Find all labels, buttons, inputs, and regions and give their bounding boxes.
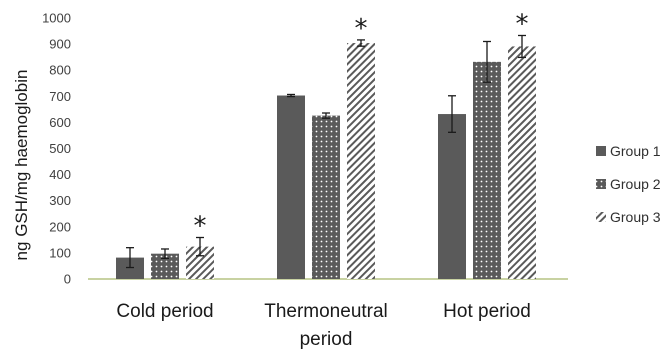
- legend-swatch: [596, 179, 606, 189]
- y-tick-label: 700: [49, 89, 71, 104]
- y-tick-label: 0: [64, 272, 71, 287]
- y-tick-label: 300: [49, 193, 71, 208]
- legend-swatch: [596, 212, 606, 222]
- legend: Group 1 Group 2 Group 3: [596, 143, 661, 225]
- y-axis-title: ng GSH/mg haemoglobin: [12, 70, 31, 261]
- legend-label: Group 2: [610, 176, 661, 192]
- y-tick-label: 400: [49, 167, 71, 182]
- y-tick-label: 200: [49, 219, 71, 234]
- significance-marker: *: [516, 9, 529, 39]
- error-bars-layer: [126, 34, 526, 269]
- legend-swatch: [596, 146, 606, 156]
- bar: [312, 115, 340, 279]
- y-tick-label: 100: [49, 245, 71, 260]
- x-tick-label: Hot period: [443, 301, 531, 322]
- labels-layer: * Cold period * Thermoneutral period * Hot per…: [116, 9, 530, 350]
- y-tick-label: 600: [49, 115, 71, 130]
- y-tick-label: 1000: [42, 11, 71, 26]
- x-tick-label: Thermoneutral: [264, 301, 388, 322]
- bar: [116, 257, 144, 279]
- x-tick-label: period: [300, 329, 353, 350]
- legend-label: Group 1: [610, 143, 661, 159]
- x-tick-label: Cold period: [116, 301, 213, 322]
- bar: [473, 61, 501, 280]
- bar: [347, 43, 375, 279]
- bar: [438, 114, 466, 279]
- significance-marker: *: [194, 212, 207, 242]
- y-tick-label: 800: [49, 63, 71, 78]
- legend-label: Group 3: [610, 209, 661, 225]
- bars-layer: [116, 43, 536, 280]
- bar: [508, 46, 536, 279]
- y-tick-label: 900: [49, 37, 71, 52]
- significance-marker: *: [355, 14, 368, 44]
- y-tick-label: 500: [49, 141, 71, 156]
- bar: [277, 95, 305, 279]
